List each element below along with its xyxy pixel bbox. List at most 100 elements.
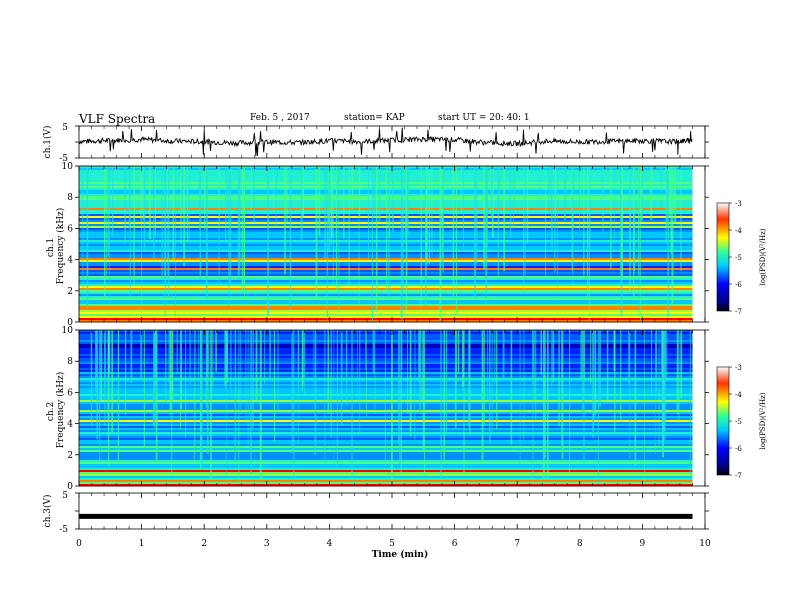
spec2-burst [180, 330, 182, 429]
ch3-frame [78, 492, 706, 530]
ch2-spectrogram-image [79, 330, 705, 487]
spec2-burst [422, 330, 425, 451]
spec1-burst [660, 166, 662, 209]
spec1-band [79, 216, 693, 219]
spec1-burst [106, 166, 108, 278]
spec1-burst [666, 166, 668, 226]
spec2-burst [468, 330, 470, 428]
spec1-burst [227, 166, 229, 214]
spec2-burst [340, 330, 343, 426]
spec2-burst [171, 330, 173, 476]
spec1-band [79, 168, 693, 171]
spec2-burst [414, 330, 416, 442]
spec1-burst [326, 166, 329, 320]
spec1-burst [107, 166, 109, 257]
spec2-ticks-tick-label: 2 [67, 451, 73, 461]
spec2-ticks-tick-label: 8 [67, 357, 73, 367]
spec2-burst [463, 330, 465, 473]
spec2-burst [297, 330, 299, 453]
spec2-burst [664, 330, 666, 440]
spec1-band [79, 180, 693, 183]
spec1-band [79, 308, 693, 311]
time-axis: 0 1 2 3 4 5 6 7 8 9 10 [76, 126, 711, 549]
spec1-burst [588, 166, 590, 322]
spec1-burst [539, 166, 541, 212]
spec1-burst [289, 166, 292, 308]
spec1-band [79, 206, 693, 209]
ch1-ylabel: ch.1(V) [42, 126, 53, 159]
spec2-band [79, 472, 693, 475]
spec1-burst [155, 166, 156, 237]
spec2-burst [104, 330, 106, 389]
spec2-ticks-tick-label: 6 [67, 388, 73, 398]
spec1-burst [180, 166, 182, 245]
spec2-burst [407, 330, 408, 414]
spec2-band [79, 482, 693, 485]
spec1-burst [199, 166, 202, 280]
spec1-burst [300, 166, 303, 241]
spec1-burst [633, 166, 635, 297]
spec1-band [79, 184, 693, 187]
spec1-burst [112, 166, 114, 236]
spec2-ticks-tick-label: 4 [67, 420, 73, 430]
spec1-burst [621, 166, 623, 280]
spec1-band [79, 290, 693, 293]
spec2-burst [176, 330, 178, 374]
ch1-waveform-line [78, 127, 693, 157]
spec2-burst [462, 330, 464, 388]
spec2-burst [584, 330, 585, 382]
spec1-band [79, 172, 693, 175]
spec1-burst [129, 166, 131, 298]
spec2-burst [200, 330, 203, 464]
spec1-band [79, 276, 693, 279]
spec2-burst [540, 330, 542, 376]
spec1-burst [218, 166, 220, 283]
spec1-burst [428, 166, 430, 265]
spec1-band [79, 230, 693, 233]
spec2-burst [384, 330, 386, 467]
spec2-ticks-tick-label: 10 [62, 326, 74, 336]
spec2-burst [201, 330, 203, 470]
spec2-blank [692, 330, 705, 486]
spec1-burst [273, 166, 274, 212]
ch2-spec-tick-group: 0 2 4 6 8 10 [62, 326, 709, 492]
spec1-band [79, 250, 693, 253]
spec1-burst [455, 166, 458, 315]
ch3-ytick-top: 5 [62, 491, 68, 501]
spec1-burst [400, 166, 403, 320]
spec1-burst [140, 166, 141, 220]
cb2-ticks-tick-label: -6 [735, 445, 742, 453]
spec1-burst [571, 166, 573, 271]
cb1-ticks-tick-label: -6 [735, 281, 742, 289]
spec2-burst [494, 330, 496, 385]
spec1-band [79, 254, 693, 257]
spec2-burst [583, 330, 585, 466]
spec2-burst [359, 330, 361, 432]
spec1-burst [199, 166, 200, 230]
spec2-burst [250, 330, 252, 474]
spec2-band [79, 474, 693, 477]
spec1-burst [668, 166, 671, 218]
spec2-burst [532, 330, 534, 479]
spec2-burst [259, 330, 262, 481]
x-tick-label: 5 [389, 539, 395, 549]
spec1-burst [452, 166, 455, 296]
spec1-burst [318, 166, 321, 236]
spec2-burst [628, 330, 630, 385]
spec1-band [79, 266, 693, 269]
ch1-tick-group [75, 125, 709, 159]
spec2-burst [599, 330, 601, 408]
spec1-burst [315, 166, 318, 300]
spec1-burst [375, 166, 378, 313]
spec2-burst [206, 330, 209, 454]
spec1-band [79, 256, 693, 259]
spec1-band [79, 186, 693, 189]
start-time-label: start UT = 20: 40: 1 [438, 113, 530, 123]
spec1-band [79, 214, 693, 217]
spec1-burst [267, 166, 270, 316]
x-tick-label: 7 [514, 539, 520, 549]
spec2-burst [660, 330, 663, 375]
spec1-ticks-tick-label: 10 [62, 162, 74, 172]
spec1-band [79, 196, 693, 199]
spec2-burst [558, 330, 560, 427]
